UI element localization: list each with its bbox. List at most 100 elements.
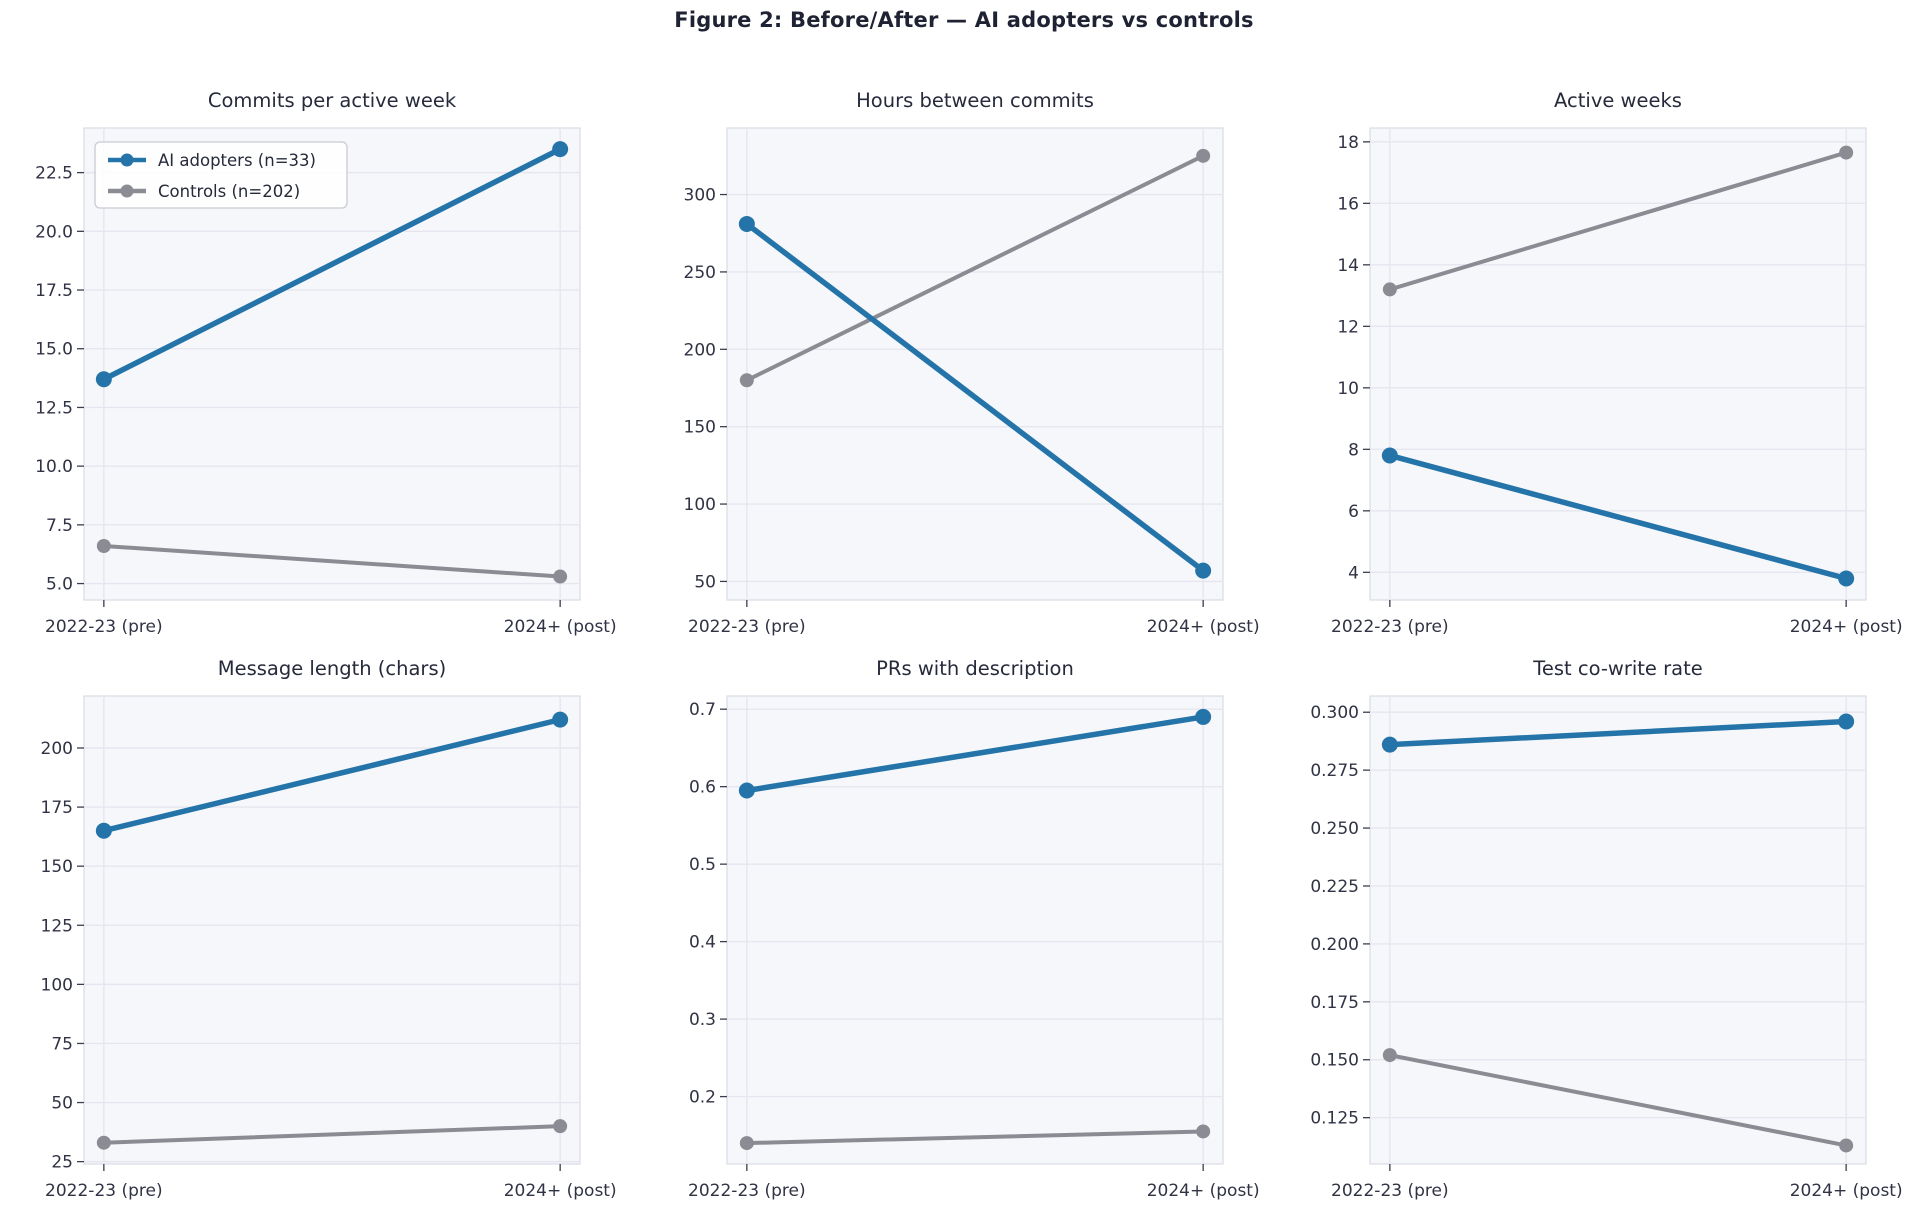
y-tick-label: 0.3 xyxy=(689,1010,716,1030)
y-tick-label: 175 xyxy=(41,798,73,818)
data-point-controls-n-202 xyxy=(1839,145,1854,160)
data-point-ai-adopters-n-33 xyxy=(738,215,755,232)
data-point-controls-n-202 xyxy=(96,538,111,553)
data-point-controls-n-202 xyxy=(553,1119,568,1134)
legend-label: Controls (n=202) xyxy=(158,182,300,201)
y-tick-label: 0.6 xyxy=(689,778,716,798)
subplot-active-weeks: Active weeks 4 6 8 10 12 14 16 18 2022-23 (pre) 20… xyxy=(1331,89,1903,637)
y-tick-label: 0.200 xyxy=(1310,935,1359,955)
y-tick-label: 16 xyxy=(1337,194,1359,214)
y-tick-label: 200 xyxy=(684,340,716,360)
x-tick-label: 2022-23 (pre) xyxy=(45,1181,163,1201)
x-tick-label: 2024+ (post) xyxy=(1790,1181,1903,1201)
subplot-test-co-write-rate: Test co-write rate 0.125 0.150 0.175 0.200 0.… xyxy=(1310,657,1903,1201)
data-point-controls-n-202 xyxy=(96,1135,111,1150)
data-point-controls-n-202 xyxy=(553,569,568,584)
y-tick-label: 7.5 xyxy=(46,516,73,536)
series-line-controls-n-202 xyxy=(101,543,563,579)
data-point-ai-adopters-n-33 xyxy=(95,822,112,839)
series-line-ai-adopters-n-33 xyxy=(744,221,1206,574)
y-tick-label: 200 xyxy=(41,739,73,759)
data-point-controls-n-202 xyxy=(739,373,754,388)
y-tick-label: 8 xyxy=(1348,440,1359,460)
y-tick-label: 125 xyxy=(41,916,73,936)
subplot-title: Message length (chars) xyxy=(218,657,446,680)
subplot-title: Test co-write rate xyxy=(1532,657,1702,680)
y-tick-label: 0.4 xyxy=(689,933,716,953)
series-line-ai-adopters-n-33 xyxy=(1387,718,1849,748)
series-line-controls-n-202 xyxy=(1387,1053,1849,1148)
y-tick-label: 150 xyxy=(684,418,716,438)
y-tick-label: 250 xyxy=(684,263,716,283)
x-tick-label: 2024+ (post) xyxy=(1790,617,1903,637)
data-point-ai-adopters-n-33 xyxy=(95,371,112,388)
plot-area xyxy=(726,695,1224,1165)
y-tick-label: 0.125 xyxy=(1310,1109,1359,1129)
y-tick-label: 50 xyxy=(51,1094,73,1114)
data-point-ai-adopters-n-33 xyxy=(1195,562,1212,579)
plot-area xyxy=(1369,127,1867,601)
y-tick-label: 22.5 xyxy=(35,164,73,184)
y-tick-label: 0.175 xyxy=(1310,993,1359,1013)
y-tick-label: 0.7 xyxy=(689,700,716,720)
y-tick-label: 20.0 xyxy=(35,222,73,242)
data-point-ai-adopters-n-33 xyxy=(1838,713,1855,730)
y-tick-label: 25 xyxy=(51,1153,73,1173)
figure-title: Figure 2: Before/After — AI adopters vs … xyxy=(674,8,1254,32)
y-tick-label: 300 xyxy=(684,186,716,206)
y-tick-label: 5.0 xyxy=(46,575,73,595)
y-tick-label: 12.5 xyxy=(35,398,73,418)
subplot-title: Active weeks xyxy=(1554,89,1682,112)
x-tick-label: 2024+ (post) xyxy=(1147,617,1260,637)
data-point-ai-adopters-n-33 xyxy=(1381,447,1398,464)
legend-label: AI adopters (n=33) xyxy=(158,151,316,170)
series-line-controls-n-202 xyxy=(101,1124,563,1145)
x-tick-label: 2022-23 (pre) xyxy=(45,617,163,637)
data-point-controls-n-202 xyxy=(1196,1124,1211,1139)
y-tick-label: 50 xyxy=(694,572,716,592)
series-line-controls-n-202 xyxy=(744,153,1206,383)
legend-marker-dot xyxy=(120,153,134,167)
legend-box xyxy=(94,141,348,209)
series-line-ai-adopters-n-33 xyxy=(101,146,563,383)
subplot-title: Commits per active week xyxy=(208,89,457,112)
series-line-ai-adopters-n-33 xyxy=(744,714,1206,794)
legend-entry: AI adopters (n=33) xyxy=(108,151,316,170)
subplot-message-length-chars: Message length (chars) 25 50 75 100 125 150 175… xyxy=(41,657,617,1201)
legend: AI adopters (n=33) Controls (n=202) xyxy=(94,141,348,209)
x-tick-label: 2022-23 (pre) xyxy=(1331,1181,1449,1201)
y-tick-label: 18 xyxy=(1337,133,1359,153)
y-tick-label: 10 xyxy=(1337,379,1359,399)
y-tick-label: 75 xyxy=(51,1034,73,1054)
series-line-controls-n-202 xyxy=(744,1129,1206,1146)
data-point-ai-adopters-n-33 xyxy=(1381,736,1398,753)
plot-area xyxy=(83,695,581,1165)
subplot-title: PRs with description xyxy=(876,657,1074,680)
x-tick-label: 2024+ (post) xyxy=(504,1181,617,1201)
data-point-controls-n-202 xyxy=(1196,148,1211,163)
y-tick-label: 100 xyxy=(41,975,73,995)
x-tick-label: 2024+ (post) xyxy=(504,617,617,637)
y-tick-label: 17.5 xyxy=(35,281,73,301)
legend-marker-dot xyxy=(120,184,134,198)
series-line-ai-adopters-n-33 xyxy=(101,716,563,834)
y-tick-label: 15.0 xyxy=(35,340,73,360)
subplot-prs-with-description: PRs with description 0.2 0.3 0.4 0.5 0.6 0.7 20… xyxy=(688,657,1260,1201)
x-tick-label: 2022-23 (pre) xyxy=(1331,617,1449,637)
data-point-ai-adopters-n-33 xyxy=(552,141,569,158)
legend-entry: Controls (n=202) xyxy=(108,182,300,201)
y-tick-label: 12 xyxy=(1337,317,1359,337)
y-tick-label: 150 xyxy=(41,857,73,877)
data-point-controls-n-202 xyxy=(739,1136,754,1151)
data-point-controls-n-202 xyxy=(1382,282,1397,297)
subplot-commits-per-active-week: Commits per active week 5.0 7.5 10.0 12.5 15.… xyxy=(35,89,617,637)
y-tick-label: 0.275 xyxy=(1310,761,1359,781)
data-point-ai-adopters-n-33 xyxy=(738,782,755,799)
x-tick-label: 2022-23 (pre) xyxy=(688,617,806,637)
y-tick-label: 0.150 xyxy=(1310,1051,1359,1071)
y-tick-label: 0.5 xyxy=(689,855,716,875)
subplot-hours-between-commits: Hours between commits 50 100 150 200 250 300 20… xyxy=(684,89,1260,637)
y-tick-label: 10.0 xyxy=(35,457,73,477)
data-point-ai-adopters-n-33 xyxy=(1195,708,1212,725)
